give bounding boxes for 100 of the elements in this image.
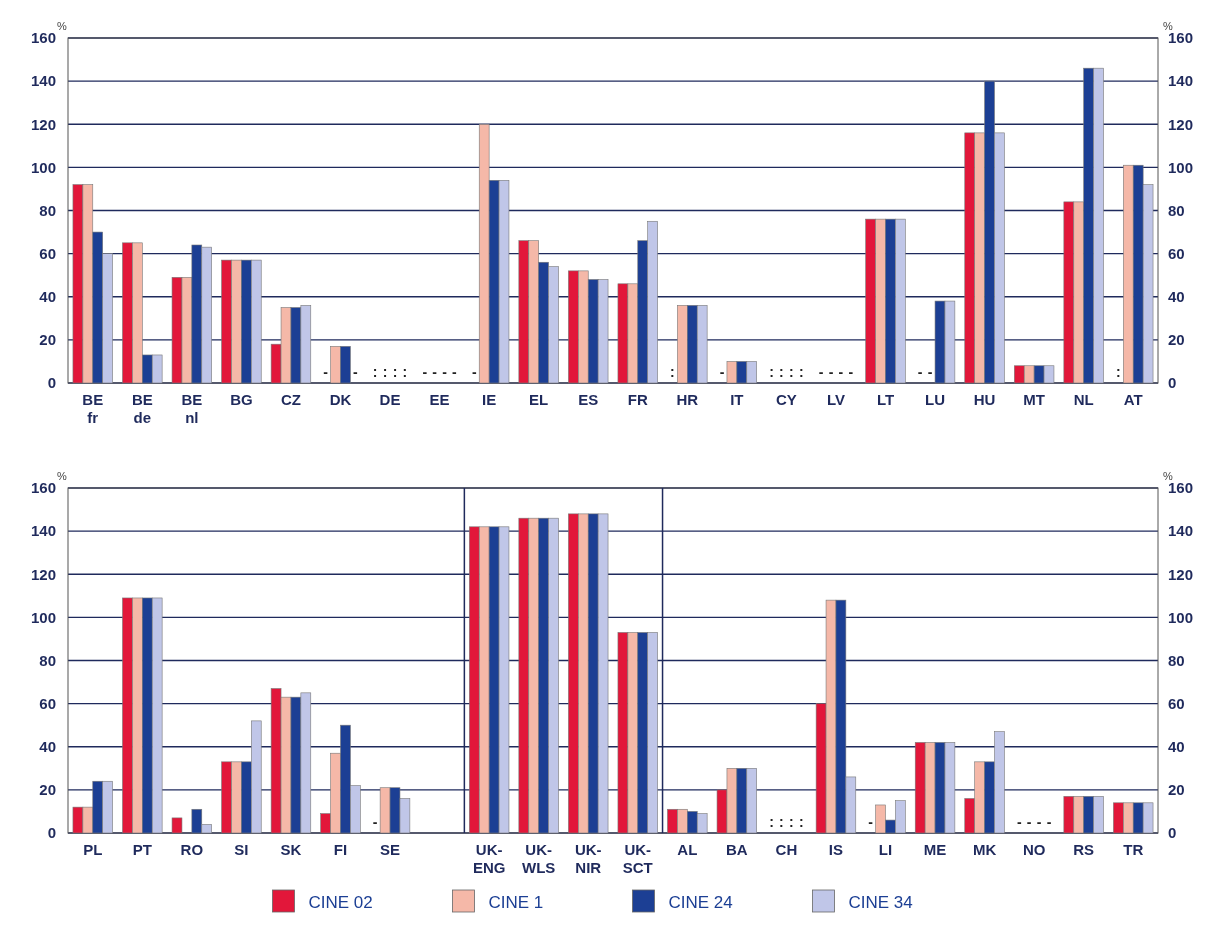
x-tick-label: BA xyxy=(726,841,748,858)
y-tick-label: 160 xyxy=(30,29,56,47)
x-tick-label: UK- ENG xyxy=(472,841,506,876)
y-tick-label: 20 xyxy=(39,331,56,349)
x-tick-label: HU xyxy=(973,391,996,408)
y2-tick-label: 40 xyxy=(1168,288,1185,305)
text: : xyxy=(670,364,675,380)
text: - xyxy=(432,364,437,380)
text: : xyxy=(392,364,398,380)
text: - xyxy=(323,364,328,380)
y-tick-label: 160 xyxy=(30,479,56,497)
y-tick-label: 20 xyxy=(39,781,56,799)
text: - xyxy=(719,364,725,380)
y-tick-label: 60 xyxy=(39,244,56,262)
x-tick-label: SE xyxy=(380,841,401,858)
y-tick-label: 120 xyxy=(30,565,56,583)
y2-tick-label: 80 xyxy=(1168,651,1185,669)
y2-tick-label: 160 xyxy=(1168,29,1194,47)
y-tick-label: 0 xyxy=(47,374,56,392)
y-axis-title: % xyxy=(57,20,68,32)
x-tick-label: AL xyxy=(677,841,698,858)
y-tick-label: 40 xyxy=(39,738,56,755)
text: - xyxy=(1016,814,1022,830)
x-tick-label: UK- NIR xyxy=(574,841,602,876)
text: : xyxy=(789,364,794,380)
text: - xyxy=(1036,814,1042,830)
text: : xyxy=(402,364,408,380)
x-tick-label: LV xyxy=(826,391,845,408)
y-tick-label: 40 xyxy=(39,288,56,305)
y-tick-label: 100 xyxy=(30,608,56,626)
x-tick-label: RS xyxy=(1073,841,1095,858)
x-tick-label: MK xyxy=(972,841,997,858)
x-tick-label: PT xyxy=(132,841,152,858)
text: - xyxy=(917,364,923,380)
y2-tick-label: 80 xyxy=(1168,201,1185,219)
x-tick-label: BE fr xyxy=(82,391,104,426)
text: : xyxy=(779,814,784,830)
bar xyxy=(171,817,183,834)
text: : xyxy=(798,364,804,380)
x-tick-label: NO xyxy=(1022,841,1046,858)
legend-label: CINE 02 xyxy=(308,893,373,912)
x-tick-label: UK- WLS xyxy=(522,841,556,876)
legend-label: CINE 1 xyxy=(488,893,544,912)
text: - xyxy=(452,364,457,380)
x-tick-label: NL xyxy=(1073,391,1094,408)
y-tick-label: 80 xyxy=(39,201,56,219)
x-tick-label: DE xyxy=(379,391,401,408)
x-tick-label: RO xyxy=(180,841,204,858)
y-tick-label: 0 xyxy=(47,824,56,842)
x-tick-label: SI xyxy=(234,841,249,858)
text: : xyxy=(798,814,804,830)
y2-tick-label: 140 xyxy=(1168,522,1194,540)
y2-tick-label: 0 xyxy=(1168,374,1177,392)
x-tick-label: ME xyxy=(923,841,947,858)
x-tick-label: LU xyxy=(925,391,946,408)
text: - xyxy=(927,364,933,380)
y2-tick-label: 100 xyxy=(1168,608,1194,626)
y-tick-label: 100 xyxy=(30,158,56,176)
x-tick-label: CH xyxy=(775,841,798,858)
text: - xyxy=(818,364,824,380)
text: - xyxy=(372,814,378,830)
x-tick-label: HR xyxy=(676,391,699,408)
x-tick-label: CY xyxy=(775,391,797,408)
x-tick-label: IS xyxy=(828,841,844,858)
x-tick-label: IE xyxy=(482,391,497,408)
x-tick-label: BE de xyxy=(131,391,153,426)
text: - xyxy=(422,364,428,380)
x-tick-label: DK xyxy=(329,391,352,408)
text: - xyxy=(353,364,358,380)
y2-tick-label: 160 xyxy=(1168,479,1194,497)
y-tick-label: 80 xyxy=(39,651,56,669)
y2-tick-label: 0 xyxy=(1168,824,1177,842)
y2-tick-label: 60 xyxy=(1168,694,1185,712)
x-tick-label: BG xyxy=(230,391,253,408)
y2-tick-label: 20 xyxy=(1168,781,1185,799)
text: - xyxy=(1026,814,1032,830)
text: : xyxy=(382,364,388,380)
text: - xyxy=(442,364,447,380)
x-tick-label: SK xyxy=(280,841,302,858)
text: - xyxy=(868,814,873,830)
y2-tick-label: 120 xyxy=(1168,565,1194,583)
x-tick-label: CZ xyxy=(280,391,301,408)
y-tick-label: 140 xyxy=(30,522,56,540)
legend-label: CINE 24 xyxy=(668,893,733,912)
x-tick-label: UK- SCT xyxy=(622,841,653,876)
y-axis-title: % xyxy=(57,470,68,482)
x-tick-label: PL xyxy=(83,841,103,858)
text: - xyxy=(838,364,844,380)
y2-tick-label: 20 xyxy=(1168,331,1185,349)
y2-tick-label: 120 xyxy=(1168,115,1194,133)
text: - xyxy=(848,364,854,380)
y2-axis-title: % xyxy=(1163,470,1174,482)
y2-tick-label: 140 xyxy=(1168,72,1194,90)
y2-tick-label: 60 xyxy=(1168,244,1185,262)
x-tick-label: EL xyxy=(529,391,549,408)
x-tick-label: IT xyxy=(730,391,744,408)
legend-label: CINE 34 xyxy=(848,893,913,912)
x-tick-label: MT xyxy=(1023,391,1045,408)
x-tick-label: BE nl xyxy=(181,391,203,426)
text: : xyxy=(1116,364,1121,380)
